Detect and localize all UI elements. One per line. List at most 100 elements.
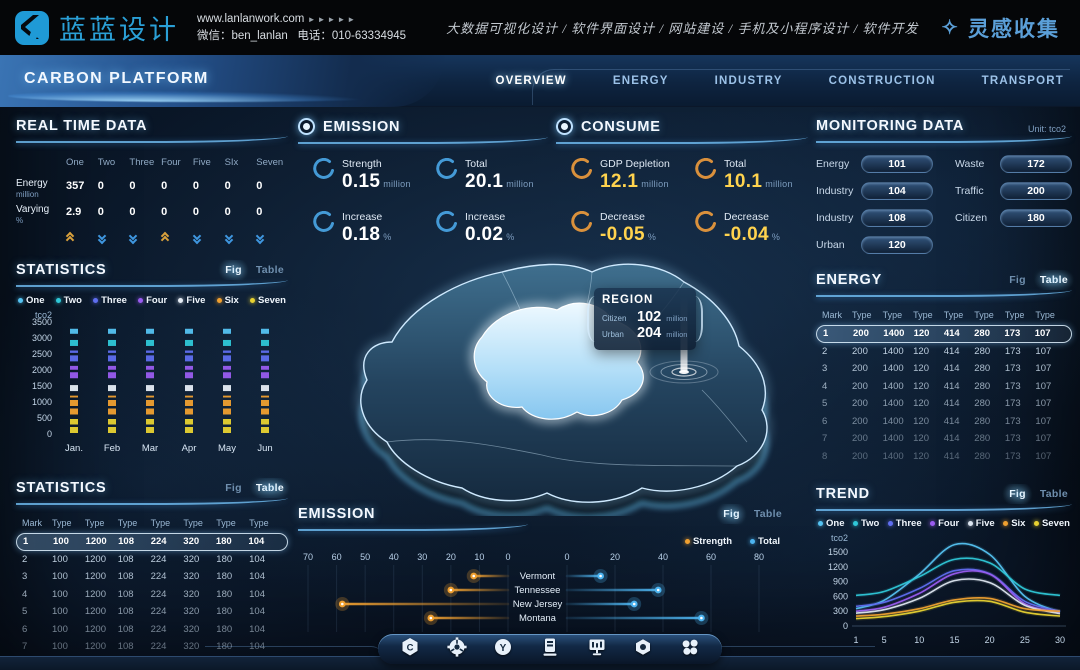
left-tick-label: 0 bbox=[505, 552, 510, 562]
left-tick-label: 20 bbox=[446, 552, 456, 562]
toggle-table[interactable]: Table bbox=[247, 478, 293, 498]
legend-label: Six bbox=[1011, 518, 1026, 529]
table-cell: 180 bbox=[215, 536, 232, 548]
table-cell: 1400 bbox=[882, 380, 904, 392]
table-cell: 108 bbox=[117, 641, 134, 653]
category-label: Tennessee bbox=[515, 585, 561, 596]
table-cell: 104 bbox=[249, 588, 265, 600]
table-row[interactable]: 1 200 1400 120 414 280 173 107 bbox=[816, 325, 1072, 343]
realtime-value: 0 bbox=[97, 206, 104, 218]
toggle-fig[interactable]: Fig bbox=[715, 504, 748, 524]
chart-board-icon[interactable] bbox=[587, 637, 607, 662]
tab-transport[interactable]: TRANSPORT bbox=[981, 75, 1064, 87]
tab-industry[interactable]: INDUSTRY bbox=[714, 75, 783, 87]
table-row[interactable]: 2 100 1200 108 224 320 180 104 bbox=[16, 551, 288, 569]
legend-item: One bbox=[818, 518, 844, 529]
table-cell: 4 bbox=[22, 588, 28, 600]
region-map[interactable] bbox=[332, 230, 780, 520]
table-cell: 100 bbox=[52, 588, 68, 600]
region-tooltip-rows: Citizen 102 million Urban 204 million bbox=[602, 309, 688, 341]
table-row[interactable]: 6 200 1400 120 414 280 173 107 bbox=[816, 413, 1072, 431]
toggle-fig[interactable]: Fig bbox=[1001, 484, 1034, 504]
tab-energy[interactable]: ENERGY bbox=[612, 75, 669, 87]
stat-unit: % bbox=[506, 232, 515, 242]
trend-row-spacer bbox=[16, 230, 66, 248]
website-link[interactable]: www.lanlanwork.com bbox=[197, 12, 305, 25]
stat-value: 0.18% bbox=[342, 224, 392, 245]
stat-arc-icon bbox=[436, 211, 457, 232]
tab-construction[interactable]: CONSTRUCTION bbox=[828, 75, 936, 87]
table-row[interactable]: 5 200 1400 120 414 280 173 107 bbox=[816, 395, 1072, 413]
table-header-cell: Type bbox=[943, 310, 964, 320]
table-header-cell: Type bbox=[183, 518, 203, 528]
table-cell: 224 bbox=[150, 536, 167, 548]
sparkle-icon: ✧ bbox=[941, 17, 960, 39]
hex-nut-icon[interactable] bbox=[633, 637, 653, 662]
toggle-fig[interactable]: Fig bbox=[217, 260, 250, 280]
trend-line-glow bbox=[855, 556, 1061, 598]
legend-label: Strength bbox=[692, 536, 732, 547]
left-tick-label: 40 bbox=[389, 552, 399, 562]
brand-logo[interactable]: 蓝蓝设计 bbox=[0, 8, 179, 47]
c-badge-icon[interactable]: C bbox=[400, 637, 420, 662]
table-cell: 320 bbox=[183, 571, 200, 583]
table-cell: 173 bbox=[1004, 363, 1021, 375]
trend-cell bbox=[65, 230, 98, 248]
table-row[interactable]: 6 100 1200 108 224 320 180 104 bbox=[16, 621, 288, 639]
toggle-table[interactable]: Table bbox=[255, 264, 284, 276]
table-cell: 8 bbox=[822, 450, 828, 462]
legend-dot bbox=[249, 298, 255, 303]
category-label: New Jersey bbox=[513, 599, 563, 610]
table-cell: 1400 bbox=[882, 450, 904, 462]
legend-item: Total bbox=[750, 536, 780, 547]
stat-value: -0.04% bbox=[724, 224, 781, 245]
inspiration-collect-button[interactable]: ✧ 灵感收集 bbox=[941, 13, 1060, 43]
toggle-fig[interactable]: Fig bbox=[225, 482, 242, 494]
table-row[interactable]: 8 200 1400 120 414 280 173 107 bbox=[816, 448, 1072, 466]
toggle-fig[interactable]: Fig bbox=[1009, 274, 1026, 286]
table-row[interactable]: 3 200 1400 120 414 280 173 107 bbox=[816, 360, 1072, 378]
table-row[interactable]: 3 100 1200 108 224 320 180 104 bbox=[16, 568, 288, 586]
table-row[interactable]: 7 100 1200 108 224 320 180 104 bbox=[16, 638, 288, 656]
table-cell: 1400 bbox=[882, 363, 904, 375]
app-grid-icon[interactable] bbox=[680, 637, 700, 662]
table-header-cell: Type bbox=[117, 518, 138, 528]
y-tick-label: 1500 bbox=[828, 547, 848, 557]
toggle-table[interactable]: Table bbox=[1031, 270, 1077, 290]
monitoring-row: Industry 104 bbox=[816, 182, 933, 200]
realtime-value: 0 bbox=[224, 206, 231, 218]
dot-core bbox=[472, 574, 476, 578]
tab-overview[interactable]: OVERVIEW bbox=[495, 75, 567, 87]
dot-core bbox=[340, 602, 344, 606]
fig-table-toggle: Fig Table bbox=[1009, 270, 1077, 290]
trend-up-icon bbox=[160, 231, 171, 245]
table-cell: 120 bbox=[913, 398, 929, 410]
table-row[interactable]: 5 100 1200 108 224 320 180 104 bbox=[16, 603, 288, 621]
table-row[interactable]: 1 100 1200 108 224 320 180 104 bbox=[16, 533, 288, 551]
gear-icon[interactable] bbox=[447, 636, 467, 662]
table-cell: 173 bbox=[1004, 415, 1021, 427]
table-row[interactable]: 2 200 1400 120 414 280 173 107 bbox=[816, 343, 1072, 361]
monitoring-label: Citizen bbox=[955, 212, 988, 224]
arrows-decoration: ►►►►► bbox=[307, 14, 358, 24]
charging-station-icon[interactable] bbox=[540, 637, 560, 662]
legend-item: Three bbox=[93, 295, 127, 306]
table-row[interactable]: 4 100 1200 108 224 320 180 104 bbox=[16, 586, 288, 604]
toggle-table[interactable]: Table bbox=[753, 508, 782, 520]
table-header-cell: Type bbox=[882, 310, 903, 320]
table-row[interactable]: 4 200 1400 120 414 280 173 107 bbox=[816, 378, 1072, 396]
title-underline-swoosh bbox=[816, 504, 1072, 511]
table-header-cell: Type bbox=[1004, 310, 1025, 320]
toggle-table[interactable]: Table bbox=[1039, 488, 1068, 500]
table-cell: 414 bbox=[943, 433, 960, 445]
y-tick-label: 0 bbox=[47, 429, 52, 439]
site-header: 蓝蓝设计 www.lanlanwork.com ►►►►► 微信：ben_lan… bbox=[0, 0, 1080, 55]
table-cell: 5 bbox=[22, 606, 28, 618]
stat-value: 20.1 million bbox=[465, 171, 534, 192]
realtime-row-label: Varying% bbox=[16, 204, 66, 226]
y-badge-icon[interactable]: Y bbox=[493, 637, 513, 662]
table-cell: 100 bbox=[52, 606, 68, 618]
stat-arc-icon bbox=[571, 158, 592, 179]
table-row[interactable]: 7 200 1400 120 414 280 173 107 bbox=[816, 430, 1072, 448]
